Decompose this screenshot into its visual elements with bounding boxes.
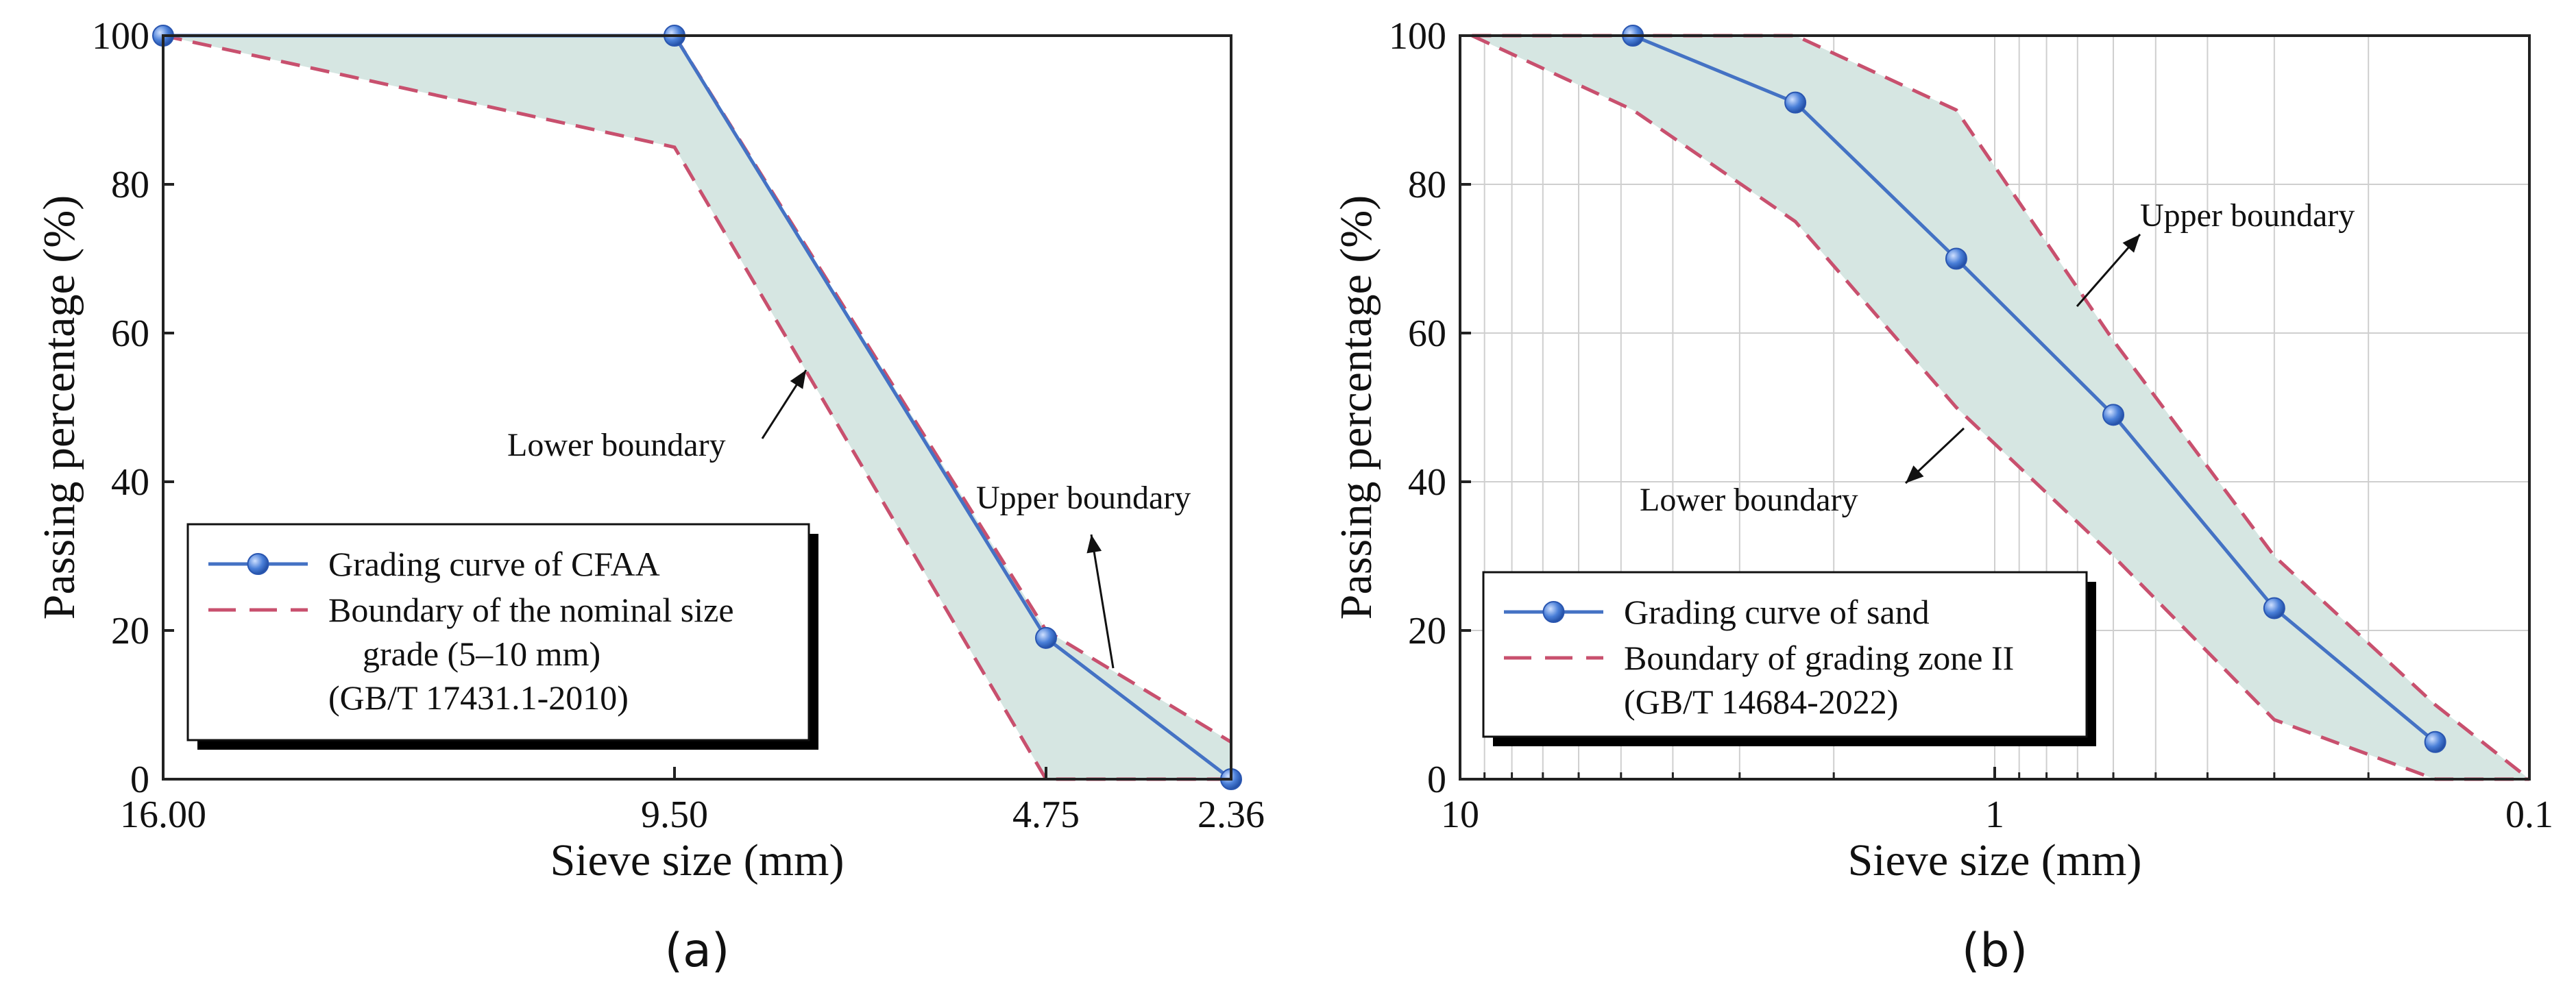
chart-a: 0 20 40 60 80 100 16.00 9.50 4.75 2.36 Sieve size … xyxy=(34,15,1265,978)
x-tick-label: 1 xyxy=(1985,794,2004,836)
grading-curve-point xyxy=(2424,731,2446,753)
y-tick-label: 40 xyxy=(111,461,149,504)
grading-curve-point xyxy=(1945,247,1967,270)
grading-curve-point xyxy=(2102,404,2125,426)
y-tick-label: 20 xyxy=(1408,610,1446,652)
legend-curve-label: Grading curve of CFAA xyxy=(328,545,660,583)
panel-label: (b) xyxy=(1962,924,2028,978)
legend-curve-marker xyxy=(1542,601,1565,623)
boundary-band xyxy=(163,36,1231,779)
grading-curve-point xyxy=(2263,597,2285,619)
boundary-band xyxy=(1472,36,2529,779)
legend-curve-label: Grading curve of sand xyxy=(1624,593,1930,631)
grading-curve-line xyxy=(1632,34,2437,744)
arrowhead xyxy=(790,370,806,389)
legend-boundary-label: (GB/T 14684-2022) xyxy=(1624,683,1898,721)
lower-boundary-annotation: Lower boundary xyxy=(507,427,726,463)
arrowhead xyxy=(1086,535,1102,554)
panel-label: (a) xyxy=(665,924,730,978)
y-tick-label: 0 xyxy=(1427,759,1446,801)
x-tick-label: 16.00 xyxy=(120,794,206,836)
grading-curve-point xyxy=(1784,91,1807,114)
legend-boundary-label: grade (5–10 mm) xyxy=(363,635,600,673)
lower-boundary-line xyxy=(1471,34,2529,781)
lower-boundary-annotation: Lower boundary xyxy=(1640,482,1858,518)
lower-boundary-line xyxy=(162,34,1231,781)
y-tick-label: 0 xyxy=(130,759,149,801)
x-axis-label: Sieve size (mm) xyxy=(1848,835,2142,885)
x-axis-label: Sieve size (mm) xyxy=(550,835,845,885)
upper-boundary-arrow xyxy=(1090,534,1115,669)
x-tick-label: 0.1 xyxy=(2505,794,2553,836)
legend-boundary-label: Boundary of the nominal size xyxy=(328,591,734,629)
y-tick-label: 20 xyxy=(111,610,149,652)
arrowhead xyxy=(1906,465,1924,483)
x-tick-label: 2.36 xyxy=(1198,794,1265,836)
y-tick-label: 60 xyxy=(111,312,149,355)
y-tick-label: 80 xyxy=(1408,164,1446,206)
legend-curve-marker xyxy=(247,553,269,575)
y-tick-label: 40 xyxy=(1408,461,1446,504)
legend-box xyxy=(1482,571,2088,738)
y-tick-label: 100 xyxy=(1389,15,1446,58)
legend-box xyxy=(186,523,810,741)
x-tick-label: 10 xyxy=(1441,794,1479,836)
y-axis-label: Passing percentage (%) xyxy=(34,195,84,619)
x-tick-label: 9.50 xyxy=(641,794,708,836)
legend-boundary-label: (GB/T 17431.1-2010) xyxy=(328,678,629,717)
arrowhead xyxy=(2122,234,2140,253)
upper-boundary-annotation: Upper boundary xyxy=(976,480,1191,516)
y-tick-label: 60 xyxy=(1408,312,1446,355)
plot-frame xyxy=(162,34,1232,781)
chart-b: 0 20 40 60 80 100 10 1 0.1 Sieve size (mm) Passing… xyxy=(1331,15,2553,978)
legend-boundary-label: Boundary of grading zone II xyxy=(1624,639,2014,677)
upper-boundary-annotation: Upper boundary xyxy=(2140,197,2355,234)
y-axis-label: Passing percentage (%) xyxy=(1331,195,1381,619)
x-tick-label: 4.75 xyxy=(1012,794,1080,836)
y-tick-label: 100 xyxy=(92,15,149,58)
y-tick-label: 80 xyxy=(111,164,149,206)
grading-curve-point xyxy=(1035,626,1057,649)
